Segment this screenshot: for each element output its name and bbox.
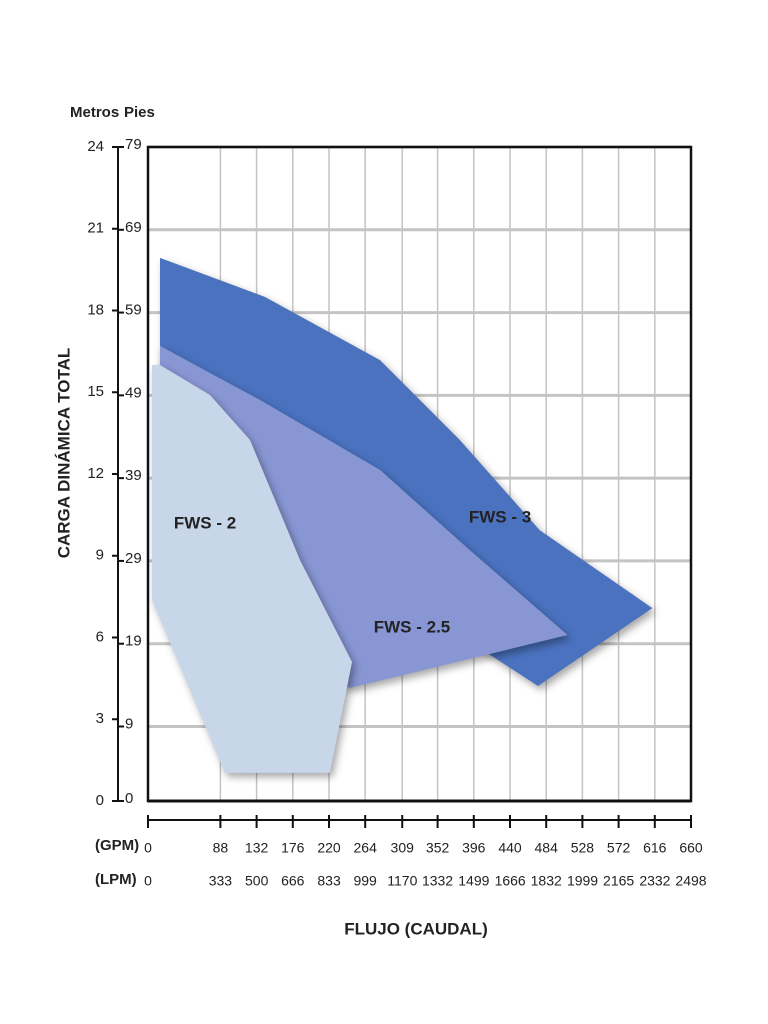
y2-tick-label: 9 xyxy=(125,715,133,732)
y2-tick-label: 79 xyxy=(125,136,142,153)
x2-tick-label: 833 xyxy=(317,873,341,889)
x-tick-label: 484 xyxy=(535,840,559,856)
x2-tick-label: 999 xyxy=(353,873,377,889)
x-tick-label: 352 xyxy=(426,840,450,856)
x-axis-title: FLUJO (CAUDAL) xyxy=(344,919,488,938)
x2-tick-label: 1666 xyxy=(495,873,526,889)
y2-tick-label: 59 xyxy=(125,302,142,319)
x-tick-label: 616 xyxy=(643,840,667,856)
y-tick-label: 15 xyxy=(87,383,104,400)
x2-tick-label: 2498 xyxy=(675,873,706,889)
y2-tick-label: 19 xyxy=(125,633,142,650)
region-label: FWS - 3 xyxy=(469,507,531,526)
y2-tick-label: 0 xyxy=(125,790,133,807)
x2-unit: (LPM) xyxy=(95,871,137,888)
x-tick-label: 309 xyxy=(391,840,415,856)
x2-tick-label: 666 xyxy=(281,873,305,889)
x-tick-label: 220 xyxy=(317,840,341,856)
y-tick-label: 3 xyxy=(96,710,104,727)
x-tick-label: 396 xyxy=(462,840,486,856)
x2-tick-label: 2332 xyxy=(639,873,670,889)
x2-tick-label: 500 xyxy=(245,873,269,889)
x-tick-label: 264 xyxy=(354,840,378,856)
x-tick-label: 660 xyxy=(679,840,703,856)
x2-tick-label: 1499 xyxy=(458,873,489,889)
x-tick-label: 132 xyxy=(245,840,269,856)
x-unit: (GPM) xyxy=(95,837,139,854)
y-tick-label: 18 xyxy=(87,301,104,318)
x-tick-label: 440 xyxy=(498,840,522,856)
y-tick-label: 12 xyxy=(87,465,104,482)
x2-tick-label: 333 xyxy=(209,873,233,889)
x2-tick-label: 1332 xyxy=(422,873,453,889)
y-tick-label: 9 xyxy=(96,547,104,564)
x2-tick-label: 1999 xyxy=(567,873,598,889)
region-label: FWS - 2.5 xyxy=(374,617,451,636)
y-tick-label: 0 xyxy=(96,792,104,809)
y-tick-label: 6 xyxy=(96,628,104,645)
y2-tick-label: 69 xyxy=(125,219,142,236)
y2-tick-label: 39 xyxy=(125,467,142,484)
x2-tick-label: 2165 xyxy=(603,873,634,889)
region xyxy=(160,257,653,687)
x-tick-label: 176 xyxy=(281,840,305,856)
region xyxy=(152,365,353,773)
x2-tick-label: 0 xyxy=(144,873,152,889)
x-tick-label: 572 xyxy=(607,840,631,856)
y-unit: Metros xyxy=(70,104,119,121)
x-tick-label: 0 xyxy=(144,840,152,856)
y-tick-label: 24 xyxy=(87,138,104,155)
y-tick-label: 21 xyxy=(87,220,104,237)
y2-tick-label: 49 xyxy=(125,384,142,401)
region-label: FWS - 2 xyxy=(174,513,236,532)
y2-tick-label: 29 xyxy=(125,550,142,567)
x2-tick-label: 1832 xyxy=(531,873,562,889)
x2-tick-label: 1170 xyxy=(387,873,417,889)
y-axis-title: CARGA DINÁMICA TOTAL xyxy=(54,348,73,559)
y2-unit: Pies xyxy=(124,104,155,121)
x-tick-label: 88 xyxy=(213,840,229,856)
x-tick-label: 528 xyxy=(571,840,595,856)
